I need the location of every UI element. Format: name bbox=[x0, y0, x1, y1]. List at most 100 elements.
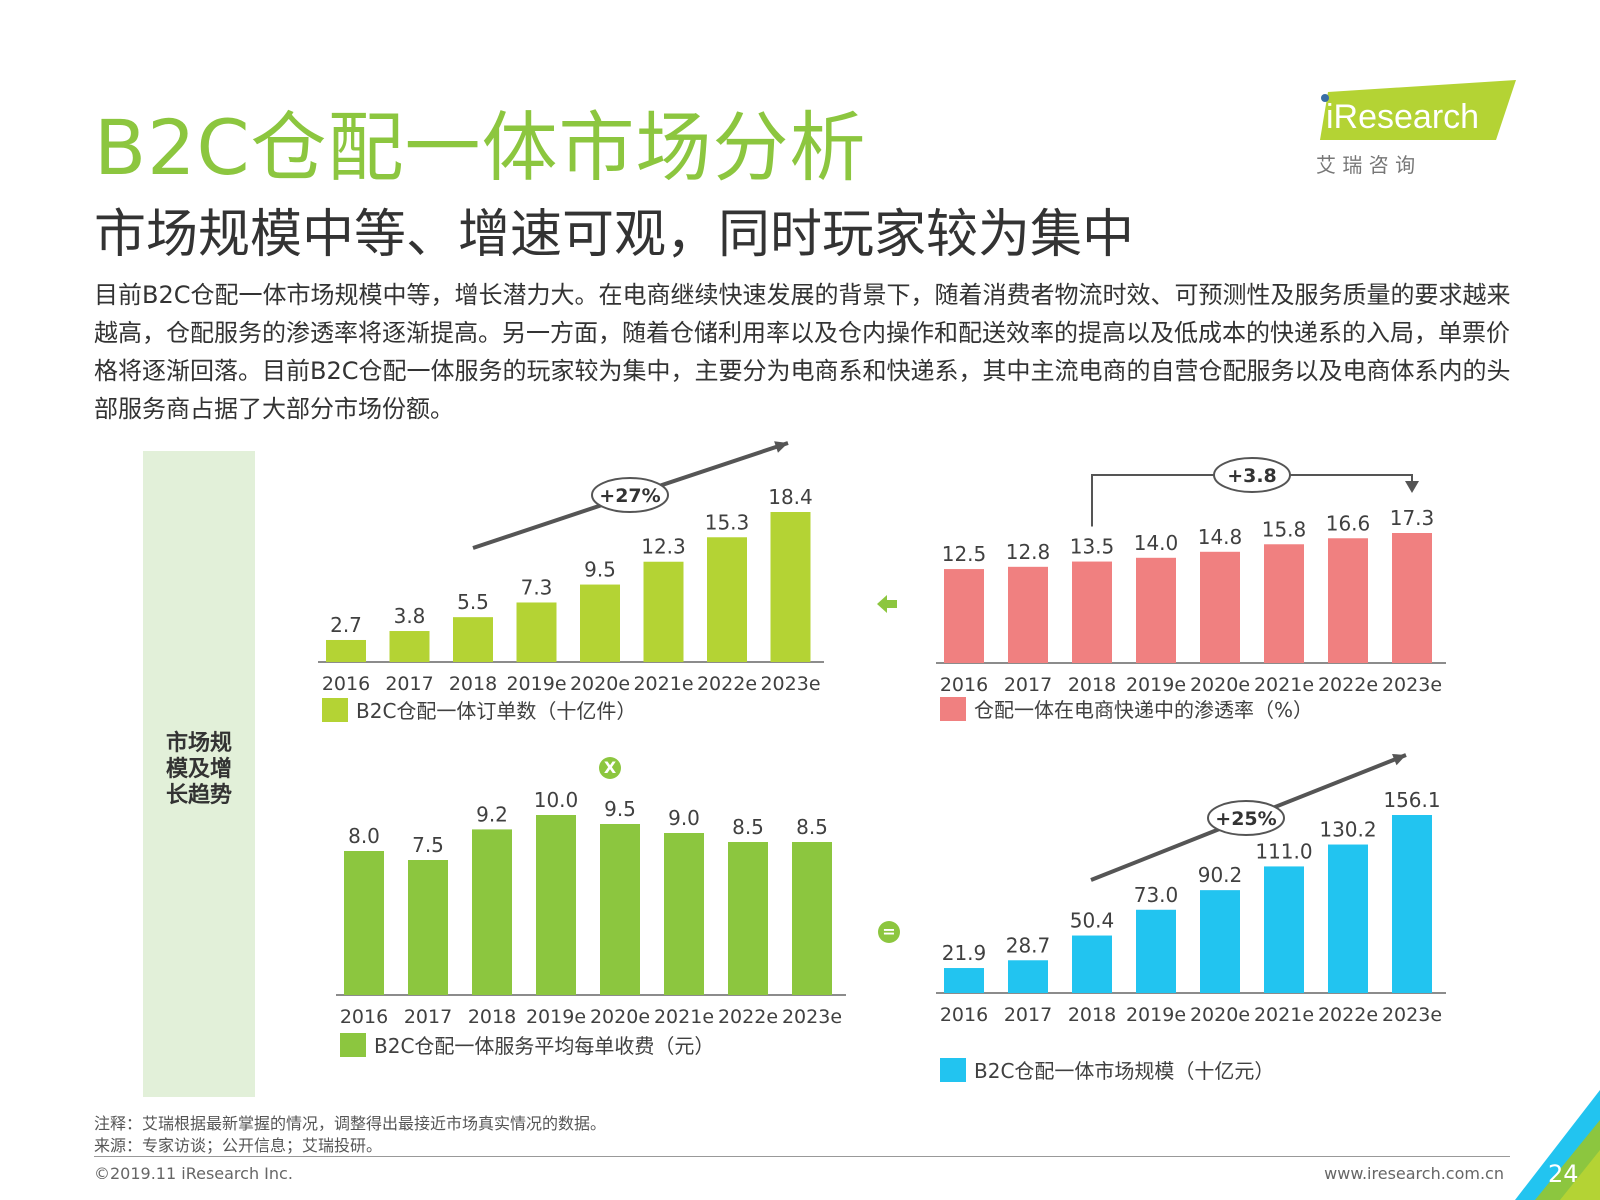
bar bbox=[1136, 909, 1176, 993]
data-label: 18.4 bbox=[768, 485, 813, 509]
tick-label: 2022e bbox=[697, 673, 757, 695]
bar bbox=[664, 833, 704, 995]
market-size-chart: 21.9 2016 28.7 2017 50.4 2018 73.0 2019e 90.2 202… bbox=[936, 753, 1446, 1083]
legend-swatch bbox=[940, 1058, 966, 1082]
data-label: 2.7 bbox=[330, 613, 362, 637]
bar bbox=[344, 851, 384, 995]
bar bbox=[580, 584, 620, 662]
tick-label: 2020e bbox=[590, 1006, 650, 1028]
bar bbox=[516, 602, 557, 662]
growth-rate-label: +25% bbox=[1215, 808, 1276, 830]
legend-swatch bbox=[940, 697, 966, 721]
bar bbox=[1264, 866, 1304, 993]
website-url: www.iresearch.com.cn bbox=[1324, 1164, 1504, 1183]
data-label: 130.2 bbox=[1319, 818, 1376, 842]
data-label: 7.5 bbox=[412, 833, 444, 857]
bar bbox=[944, 968, 984, 993]
bar bbox=[600, 824, 640, 995]
data-label: 12.5 bbox=[942, 542, 987, 566]
data-label: 9.5 bbox=[584, 558, 616, 582]
tick-label: 2020e bbox=[1190, 674, 1250, 696]
data-label: 16.6 bbox=[1326, 511, 1371, 535]
tick-label: 2021e bbox=[633, 673, 693, 695]
tick-label: 2018 bbox=[468, 1006, 516, 1028]
tick-label: 2023e bbox=[760, 673, 820, 695]
tick-label: 2020e bbox=[1190, 1004, 1250, 1026]
bar bbox=[1200, 551, 1240, 663]
bar bbox=[536, 815, 576, 995]
bar bbox=[326, 639, 366, 662]
data-label: 9.5 bbox=[604, 797, 636, 821]
tick-label: 2016 bbox=[940, 1004, 988, 1026]
bar bbox=[1200, 890, 1240, 993]
orders-chart: 2.7 2016 3.8 2017 5.5 2018 7.3 2019e 9.5 2020e 12.… bbox=[318, 441, 824, 723]
growth-badge bbox=[1207, 800, 1285, 836]
copyright: ©2019.11 iResearch Inc. bbox=[94, 1164, 293, 1183]
arrow-head-icon bbox=[774, 441, 788, 453]
source-note: 来源：专家访谈；公开信息；艾瑞投研。 bbox=[94, 1136, 383, 1155]
tick-label: 2019e bbox=[1126, 1004, 1186, 1026]
growth-rate-label: +3.8 bbox=[1227, 465, 1277, 487]
tick-label: 2017 bbox=[404, 1006, 452, 1028]
data-label: 28.7 bbox=[1006, 933, 1051, 957]
bar bbox=[770, 512, 811, 662]
tick-label: 2023e bbox=[1382, 1004, 1442, 1026]
tick-label: 2019e bbox=[506, 673, 566, 695]
tick-label: 2022e bbox=[1318, 674, 1378, 696]
legend-label: B2C仓配一体市场规模（十亿元） bbox=[974, 1059, 1274, 1083]
page-number: 24 bbox=[1548, 1160, 1579, 1188]
bar bbox=[643, 561, 684, 662]
growth-badge bbox=[1213, 457, 1291, 493]
tick-label: 2018 bbox=[1068, 1004, 1116, 1026]
data-label: 15.8 bbox=[1262, 517, 1307, 541]
iresearch-logo: iResearch 艾 瑞 咨 询 bbox=[1316, 80, 1516, 177]
legend-label: 仓配一体在电商快递中的渗透率（%） bbox=[974, 698, 1313, 722]
svg-text:艾 瑞 咨 询: 艾 瑞 咨 询 bbox=[1316, 153, 1415, 177]
bar bbox=[792, 842, 832, 995]
tick-label: 2019e bbox=[526, 1006, 586, 1028]
data-label: 111.0 bbox=[1255, 839, 1312, 863]
data-label: 8.5 bbox=[796, 815, 828, 839]
data-label: 9.0 bbox=[668, 806, 700, 830]
data-label: 8.0 bbox=[348, 824, 380, 848]
avg-fee-chart: 8.0 2016 7.5 2017 9.2 2018 10.0 2019e 9.5 2020e 9.… bbox=[336, 788, 846, 1058]
bar bbox=[1328, 844, 1368, 993]
page-subtitle: 市场规模中等、增速可观，同时玩家较为集中 bbox=[94, 205, 1135, 265]
tick-label: 2021e bbox=[1254, 674, 1314, 696]
tick-label: 2016 bbox=[340, 1006, 388, 1028]
side-label: 市场规模及增长趋势 bbox=[165, 731, 232, 808]
data-label: 90.2 bbox=[1198, 863, 1243, 887]
corner-decoration bbox=[1515, 1090, 1600, 1200]
tick-label: 2016 bbox=[322, 673, 370, 695]
bar bbox=[1072, 935, 1112, 993]
page-title: B2C仓配一体市场分析 bbox=[94, 103, 867, 192]
tick-label: 2017 bbox=[385, 673, 433, 695]
data-label: 15.3 bbox=[705, 510, 750, 534]
bar bbox=[1328, 538, 1368, 663]
legend-swatch bbox=[322, 698, 348, 722]
arrow-head-icon bbox=[1392, 753, 1406, 766]
tick-label: 2023e bbox=[782, 1006, 842, 1028]
legend-label: B2C仓配一体服务平均每单收费（元） bbox=[374, 1034, 714, 1058]
growth-rate-label: +27% bbox=[599, 485, 660, 507]
data-label: 10.0 bbox=[534, 788, 579, 812]
tick-label: 2018 bbox=[1068, 674, 1116, 696]
tick-label: 2017 bbox=[1004, 674, 1052, 696]
bar bbox=[1264, 544, 1304, 663]
data-label: 7.3 bbox=[521, 575, 553, 599]
data-label: 14.0 bbox=[1134, 531, 1179, 555]
tick-label: 2016 bbox=[940, 674, 988, 696]
tick-label: 2022e bbox=[1318, 1004, 1378, 1026]
tick-label: 2018 bbox=[449, 673, 497, 695]
bar bbox=[408, 860, 448, 995]
data-label: 12.8 bbox=[1006, 540, 1051, 564]
bar bbox=[453, 617, 493, 662]
tick-label: 2023e bbox=[1382, 674, 1442, 696]
data-label: 8.5 bbox=[732, 815, 764, 839]
data-label: 5.5 bbox=[457, 590, 489, 614]
tick-label: 2017 bbox=[1004, 1004, 1052, 1026]
arrow-down-icon bbox=[1405, 481, 1419, 493]
legend-label: B2C仓配一体订单数（十亿件） bbox=[356, 699, 636, 723]
multiply-operator: X bbox=[599, 757, 621, 779]
tick-label: 2020e bbox=[570, 673, 630, 695]
